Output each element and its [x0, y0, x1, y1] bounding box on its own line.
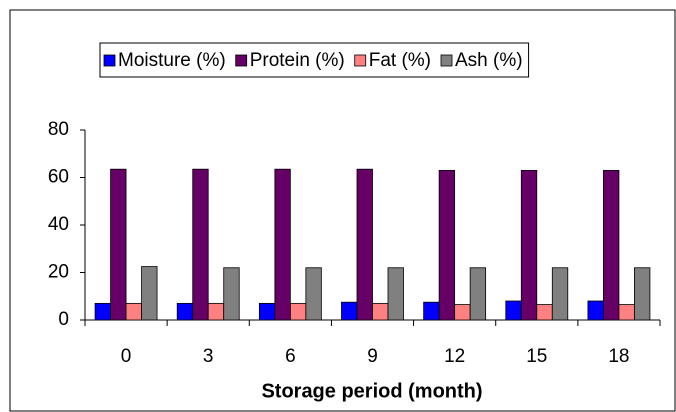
- bar: [469, 267, 487, 321]
- y-tick-label: 20: [48, 262, 69, 283]
- legend-swatch: [440, 54, 453, 67]
- bar: [223, 267, 240, 321]
- bar: [454, 304, 471, 321]
- legend-swatch: [354, 54, 367, 67]
- x-tick-label: 0: [121, 346, 132, 367]
- legend-box: [99, 42, 530, 78]
- bar: [634, 267, 651, 321]
- legend-swatch: [235, 54, 248, 67]
- bar: [372, 302, 389, 321]
- legend-label: Ash (%): [455, 50, 523, 71]
- y-tick-label: 40: [48, 214, 69, 235]
- bar: [618, 304, 635, 321]
- bar: [125, 302, 142, 321]
- y-tick-label: 60: [48, 167, 69, 188]
- bar: [387, 267, 404, 321]
- x-tick-label: 12: [444, 346, 465, 367]
- bar: [274, 168, 291, 321]
- y-tick-label: 80: [48, 119, 69, 140]
- bar: [94, 302, 111, 321]
- legend-label: Fat (%): [369, 50, 431, 71]
- x-tick-label: 3: [203, 346, 214, 367]
- bar: [258, 302, 276, 321]
- bar: [423, 301, 440, 321]
- y-tick-label: 0: [58, 309, 69, 330]
- bar: [520, 169, 538, 321]
- bar: [141, 266, 158, 321]
- bar: [192, 168, 209, 321]
- bar: [356, 168, 373, 321]
- bar: [176, 302, 194, 321]
- legend-swatch: [103, 54, 116, 67]
- x-tick-label: 18: [608, 346, 629, 367]
- bar: [341, 301, 358, 321]
- bar: [587, 300, 604, 321]
- bar: [207, 302, 225, 321]
- bar: [505, 300, 522, 321]
- bar: [305, 267, 322, 321]
- bar: [536, 304, 553, 321]
- bar: [289, 302, 307, 321]
- bar: [110, 168, 127, 321]
- x-axis-title: Storage period (month): [261, 380, 482, 402]
- x-tick-label: 15: [526, 346, 547, 367]
- x-tick-label: 9: [367, 346, 378, 367]
- bar: [603, 169, 620, 321]
- bar: [551, 267, 569, 321]
- x-tick-label: 6: [285, 346, 296, 367]
- bar: [438, 169, 456, 321]
- legend-label: Moisture (%): [118, 50, 226, 71]
- legend-label: Protein (%): [250, 50, 345, 71]
